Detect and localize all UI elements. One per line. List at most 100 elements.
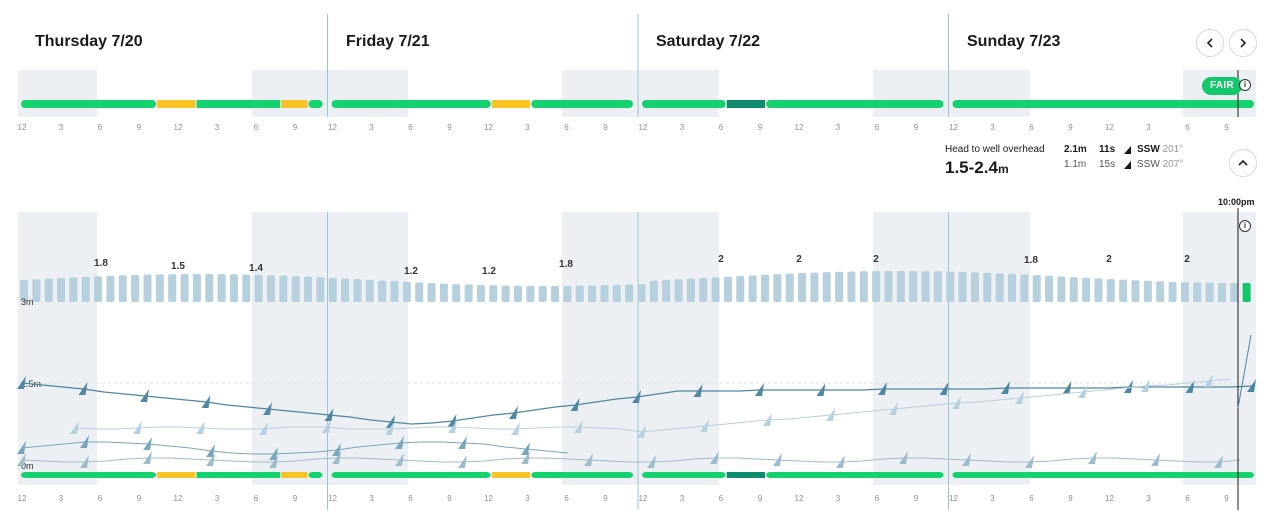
swell-direction-arrow xyxy=(458,436,467,449)
condition-segment xyxy=(491,100,531,108)
swell-direction-arrow xyxy=(395,453,404,466)
wave-bar xyxy=(921,271,930,302)
swell-line xyxy=(21,441,569,455)
swell-line xyxy=(74,378,1231,433)
wave-bar xyxy=(44,278,53,302)
wave-bar xyxy=(205,274,214,302)
wave-bar xyxy=(625,284,634,302)
swell-direction-arrow xyxy=(1015,391,1024,404)
next-day-button[interactable] xyxy=(1229,29,1257,57)
wave-bar xyxy=(378,280,387,302)
surf-height-range: 1.5-2.4m xyxy=(945,158,1009,178)
swell-direction-arrow xyxy=(322,420,331,433)
swell-direction-arrow xyxy=(521,442,530,455)
wave-bar xyxy=(464,284,473,302)
condition-segment xyxy=(308,472,323,478)
night-band-chart xyxy=(873,212,1030,485)
swell-direction-arrow xyxy=(395,436,404,449)
hour-tick-label: 12 xyxy=(328,123,337,132)
wave-bar xyxy=(686,278,695,302)
night-band-upper xyxy=(562,70,719,117)
wave-bar xyxy=(20,280,28,302)
hour-tick-label: 6 xyxy=(1185,494,1190,503)
wave-bar xyxy=(155,274,164,302)
hour-tick-label: 3 xyxy=(1146,123,1151,132)
wave-bar xyxy=(501,285,510,302)
hour-tick-label: 12 xyxy=(795,494,804,503)
hour-tick-label: 6 xyxy=(408,494,413,503)
wave-bar xyxy=(353,279,362,302)
wave-bar xyxy=(1094,278,1103,302)
condition-segment xyxy=(531,100,633,108)
wave-height-label: 2 xyxy=(796,254,802,265)
wave-bar xyxy=(1032,275,1041,302)
hour-tick-label: 3 xyxy=(1146,494,1151,503)
swell-1-degrees: 201° xyxy=(1162,144,1184,155)
previous-day-button[interactable] xyxy=(1196,29,1224,57)
swell-direction-icon xyxy=(1124,161,1131,169)
swell-direction-arrow xyxy=(700,419,709,432)
hour-tick-label: 3 xyxy=(215,494,220,503)
swell-direction-arrow xyxy=(889,402,898,415)
hour-tick-label: 6 xyxy=(564,123,569,132)
condition-segment xyxy=(726,100,766,108)
wave-bar xyxy=(1143,280,1152,302)
hour-tick-label: 3 xyxy=(836,123,841,132)
wave-bar xyxy=(1106,279,1115,302)
swell-direction-arrow xyxy=(647,455,656,468)
swell-direction-arrow xyxy=(773,453,782,466)
wave-bar xyxy=(328,277,337,302)
swell-direction-arrow xyxy=(80,455,89,468)
hour-tick-label: 9 xyxy=(137,494,142,503)
wave-bar xyxy=(452,284,461,302)
wave-bar xyxy=(1193,282,1202,302)
wave-bar xyxy=(847,271,856,302)
wave-bar xyxy=(933,271,942,302)
swell-1-period: 11s xyxy=(1099,144,1116,155)
wave-bar xyxy=(958,272,967,302)
swell-direction-arrow xyxy=(826,408,835,421)
swell-direction-arrow xyxy=(1088,451,1097,464)
wave-bar xyxy=(551,285,560,302)
wave-bar xyxy=(304,276,313,302)
swell-direction-arrow xyxy=(206,444,215,457)
wave-bar xyxy=(588,285,597,302)
collapse-chart-button[interactable] xyxy=(1229,149,1257,177)
wave-bar xyxy=(649,280,658,302)
wave-bar xyxy=(32,279,41,302)
wave-bar xyxy=(761,274,769,302)
wave-bar xyxy=(365,279,374,302)
hour-tick-label: 6 xyxy=(254,123,259,132)
surf-range-unit: m xyxy=(997,162,1009,176)
wave-height-label: 1.5 xyxy=(171,261,185,272)
wave-bar xyxy=(563,285,572,302)
chevron-up-icon xyxy=(1238,159,1248,166)
swell-direction-arrow xyxy=(939,382,949,395)
hour-tick-label: 3 xyxy=(680,123,685,132)
wave-height-label: 2 xyxy=(1184,254,1190,265)
swell-direction-arrow xyxy=(324,408,334,421)
swell-direction-arrow xyxy=(878,382,887,395)
day-title-thursday: Thursday 7/20 xyxy=(35,33,143,50)
condition-segment xyxy=(308,100,323,108)
wave-bar xyxy=(748,275,757,302)
wave-bar xyxy=(1119,279,1128,302)
night-band-chart xyxy=(1183,212,1256,485)
day-title-sunday: Sunday 7/23 xyxy=(967,33,1061,50)
swell-direction-arrow xyxy=(70,421,79,434)
info-icon[interactable]: i xyxy=(1239,79,1251,91)
condition-segment xyxy=(281,100,308,108)
hour-tick-label: 9 xyxy=(293,494,298,503)
hour-tick-label: 3 xyxy=(990,123,995,132)
wave-bar xyxy=(674,279,683,302)
night-band-upper xyxy=(873,70,1030,117)
hour-tick-label: 6 xyxy=(719,123,724,132)
wave-bar xyxy=(711,277,720,302)
day-title-friday: Friday 7/21 xyxy=(346,33,430,50)
swell-direction-arrow xyxy=(1124,380,1133,393)
chart-info-icon[interactable]: i xyxy=(1239,220,1251,232)
condition-segment xyxy=(766,472,944,478)
wave-bar xyxy=(612,284,621,302)
wave-height-label: 1.2 xyxy=(404,266,418,277)
